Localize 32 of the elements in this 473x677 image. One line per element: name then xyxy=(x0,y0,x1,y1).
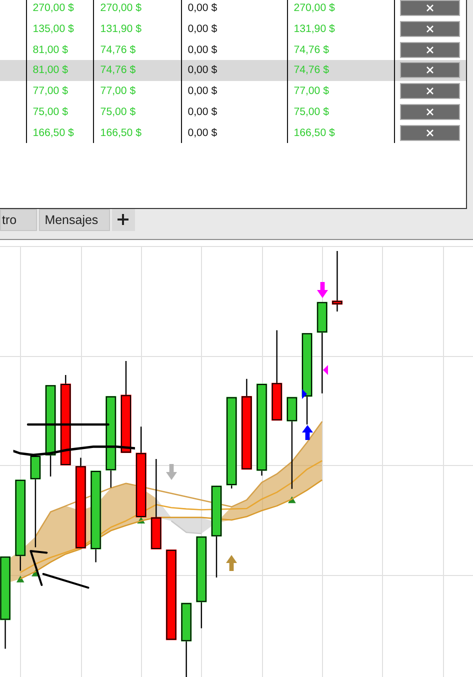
text: 74,76 $ xyxy=(294,64,330,76)
text: 75,00 $ xyxy=(32,106,68,118)
text: 0,00 $ xyxy=(188,126,218,139)
text: 81,00 $ xyxy=(32,44,68,56)
text: 0,00 $ xyxy=(188,85,218,98)
candlestick xyxy=(166,549,177,640)
text: 0,00 $ xyxy=(188,106,218,118)
text: 135,00 $ xyxy=(32,22,74,35)
text: 270,00 $ xyxy=(32,2,74,14)
text: 166,50 $ xyxy=(32,126,74,139)
text: 270,00 $ xyxy=(100,2,142,14)
text: 131,90 $ xyxy=(100,22,142,35)
text: 0,00 $ xyxy=(188,22,218,35)
text: 74,76 $ xyxy=(294,44,330,56)
text: 166,50 $ xyxy=(100,126,142,139)
tab: Mensajes xyxy=(38,209,110,231)
point xyxy=(16,576,24,582)
text: 166,50 $ xyxy=(294,126,335,139)
text: 0,00 $ xyxy=(188,64,218,76)
text: 77,00 $ xyxy=(100,85,136,98)
text: 270,00 $ xyxy=(294,2,335,14)
text: 131,90 $ xyxy=(294,22,335,35)
text: 74,76 $ xyxy=(100,44,136,56)
text: 77,00 $ xyxy=(32,85,68,98)
tab: tro xyxy=(0,209,36,231)
text: 0,00 $ xyxy=(188,44,218,56)
text: 0,00 $ xyxy=(188,2,218,14)
text: 77,00 $ xyxy=(294,85,330,98)
text: 75,00 $ xyxy=(294,106,330,118)
text: 75,00 $ xyxy=(100,106,136,118)
text: 81,00 $ xyxy=(32,64,68,76)
text: 74,76 $ xyxy=(100,64,136,76)
